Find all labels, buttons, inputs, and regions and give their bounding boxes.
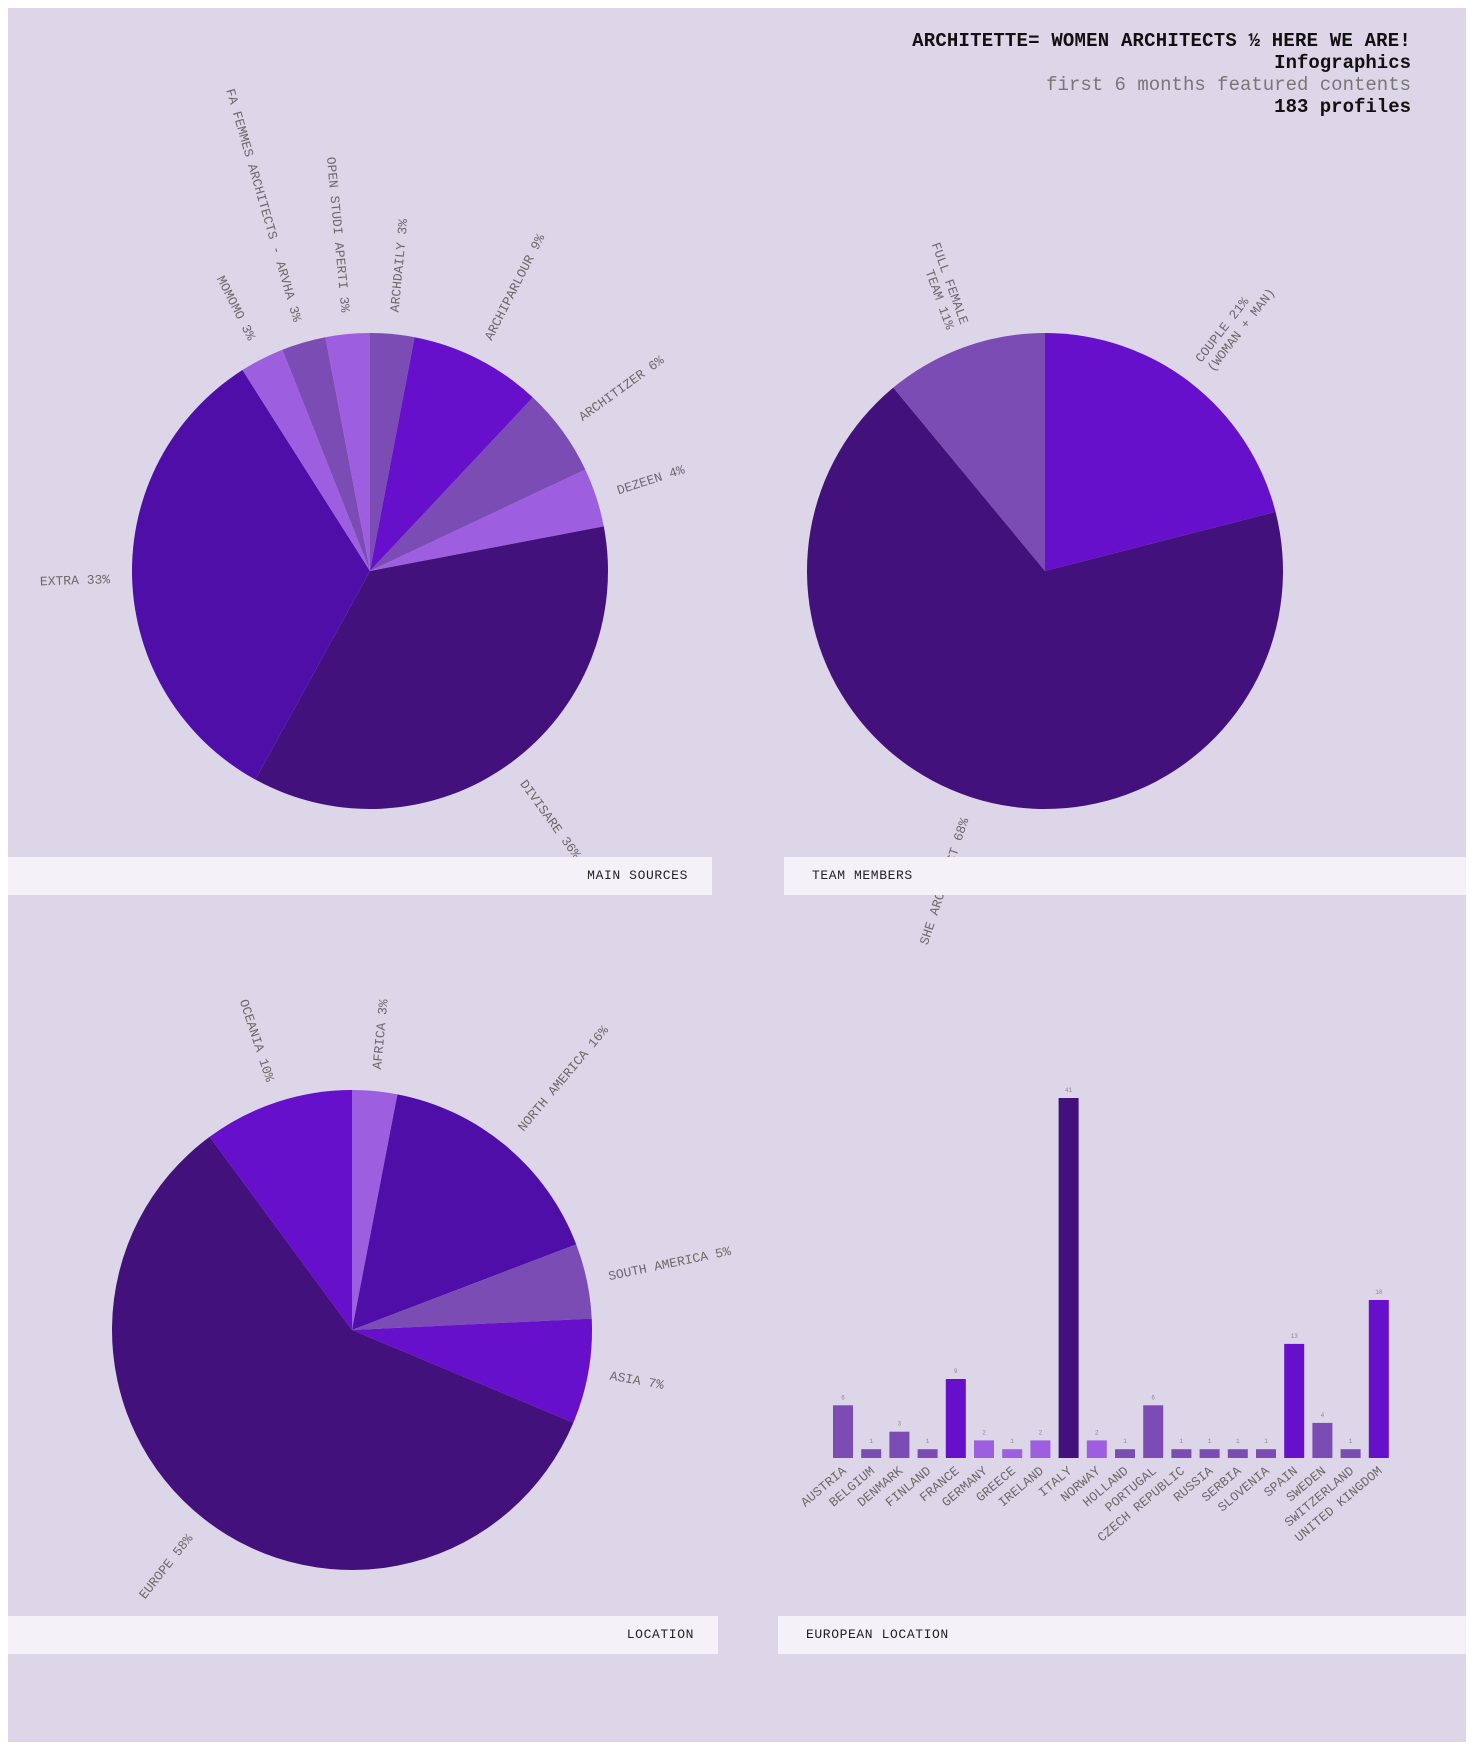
bar-value-holland: 1 [1123, 1438, 1127, 1445]
page-title: ARCHITETTE= WOMEN ARCHITECTS ½ HERE WE A… [912, 30, 1411, 52]
pie-label-architizer-6: ARCHITIZER 6% [576, 353, 667, 425]
pie-label-extra-33: EXTRA 33% [40, 572, 111, 589]
bar-serbia [1227, 1449, 1248, 1458]
pie-label-archdaily-3: ARCHDAILY 3% [388, 218, 412, 313]
bar-austria [833, 1405, 853, 1458]
pie-slice-she-architect-68 [806, 387, 1283, 810]
bar-norway [1086, 1440, 1107, 1458]
bar-value-france: 9 [954, 1368, 958, 1375]
bar-russia [1199, 1449, 1220, 1458]
bar-portugal [1143, 1405, 1164, 1458]
bar-greece [1002, 1449, 1023, 1458]
bar-value-switzerland: 1 [1349, 1438, 1353, 1445]
bar-value-norway: 2 [1095, 1429, 1099, 1436]
pie-slice-archdaily-3 [370, 333, 415, 571]
pie-slice-oceania-10 [209, 1090, 352, 1330]
bar-value-sweden: 4 [1321, 1412, 1325, 1419]
pie-slice-open-studi-aperti-3 [325, 333, 370, 571]
pie-slice-momomo-3 [242, 349, 370, 571]
bar-value-germany: 2 [982, 1429, 986, 1436]
bar-germany [974, 1440, 994, 1458]
bar-value-spain: 13 [1291, 1333, 1299, 1340]
bar-finland [917, 1449, 938, 1458]
profile-count: 183 profiles [1274, 96, 1411, 118]
bar-italy [1058, 1098, 1079, 1458]
pie-slice-extra-33 [131, 370, 370, 780]
bar-slovenia [1256, 1449, 1276, 1458]
bar-ireland [1030, 1440, 1051, 1458]
pie-slice-south-america-5 [352, 1244, 592, 1330]
bar-value-serbia: 1 [1236, 1438, 1240, 1445]
pie-label-couple-21: COUPLE 21%(WOMAN + MAN) [1193, 276, 1279, 375]
bar-holland [1115, 1449, 1135, 1458]
pie-slice-divisare-36 [255, 526, 608, 809]
bar-united-kingdom [1368, 1300, 1389, 1458]
bar-denmark [889, 1431, 910, 1458]
bar-value-ireland: 2 [1039, 1429, 1043, 1436]
bar-czech-republic [1171, 1449, 1192, 1458]
period-text: first 6 months featured contents [1046, 74, 1411, 96]
pie-label-full-female: FULL FEMALETEAM 11% [914, 241, 971, 332]
header: ARCHITETTE= WOMEN ARCHITECTS ½ HERE WE A… [912, 30, 1411, 118]
caption-location: LOCATION [8, 1616, 718, 1654]
pie-slice-couple-21 [1045, 333, 1276, 571]
caption-european-location: EUROPEAN LOCATION [778, 1616, 1466, 1654]
pie-label-oceania-10: OCEANIA 10% [236, 997, 277, 1083]
bar-value-austria: 6 [841, 1394, 845, 1401]
bar-value-italy: 41 [1065, 1087, 1073, 1094]
pie-label-divisare-36: DIVISARE 36% [516, 777, 583, 862]
pie-label-momomo-3: MOMOMO 3% [213, 274, 258, 344]
bar-spain [1284, 1343, 1305, 1458]
pie-slice-north-america-16 [352, 1094, 577, 1330]
pie-slice-archiparlour-9 [370, 337, 533, 571]
bar-france [945, 1379, 966, 1458]
bar-value-greece: 1 [1010, 1438, 1014, 1445]
caption-main-sources: MAIN SOURCES [8, 857, 712, 895]
bar-sweden [1312, 1422, 1333, 1458]
pie-label-open-studi-aperti-3: OPEN STUDI APERTI 3% [323, 156, 353, 313]
pie-slice-dezeen-4 [370, 469, 604, 571]
bar-value-finland: 1 [926, 1438, 930, 1445]
bar-switzerland [1340, 1449, 1361, 1458]
pie-label-europe-58: EUROPE 58% [136, 1531, 196, 1602]
bar-belgium [861, 1449, 882, 1458]
bar-value-slovenia: 1 [1264, 1438, 1268, 1445]
pie-slice-africa-3 [352, 1090, 398, 1330]
pie-label-archiparlour-9: ARCHIPARLOUR 9% [482, 232, 549, 343]
pie-slice-full-female [893, 333, 1045, 571]
bar-value-united-kingdom: 18 [1375, 1289, 1383, 1296]
pie-label-north-america-16: NORTH AMERICA 16% [515, 1023, 612, 1134]
pie-slice-fa-femmes-architects-arvha-3 [282, 337, 370, 571]
pie-slice-europe-58 [112, 1136, 574, 1571]
pie-slice-architizer-6 [370, 397, 586, 571]
pie-label-africa-3: AFRICA 3% [370, 998, 392, 1070]
pie-slice-asia-7 [352, 1318, 593, 1423]
bar-value-portugal: 6 [1151, 1394, 1155, 1401]
bar-value-belgium: 1 [869, 1438, 873, 1445]
pie-label-south-america-5: SOUTH AMERICA 5% [607, 1244, 732, 1284]
bar-value-denmark: 3 [898, 1421, 902, 1428]
page-subtitle: Infographics [1274, 52, 1411, 74]
pie-label-dezeen-4: DEZEEN 4% [615, 462, 687, 498]
pie-label-asia-7: ASIA 7% [609, 1369, 666, 1393]
bar-value-czech-republic: 1 [1180, 1438, 1184, 1445]
caption-team-members: TEAM MEMBERS [784, 857, 1466, 895]
bar-value-russia: 1 [1208, 1438, 1212, 1445]
